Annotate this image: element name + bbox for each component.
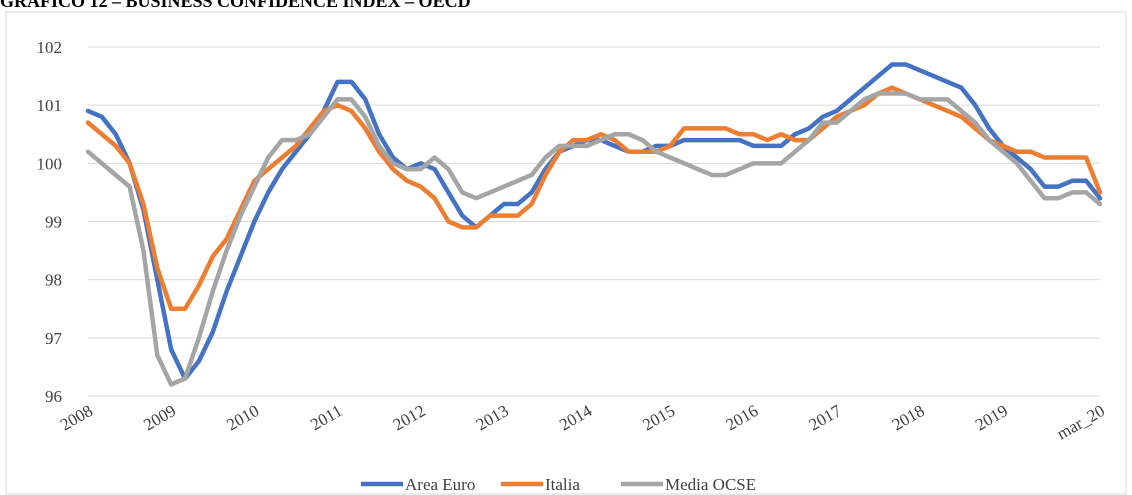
legend-label: Italia	[545, 475, 580, 494]
y-tick-label: 98	[45, 271, 62, 290]
y-tick-label: 96	[45, 387, 62, 406]
legend-label: Media OCSE	[665, 475, 756, 494]
legend-label: Area Euro	[405, 475, 475, 494]
y-tick-label: 100	[37, 154, 63, 173]
y-tick-label: 97	[45, 329, 63, 348]
y-tick-label: 102	[37, 38, 63, 57]
data-line	[85, 91, 1103, 387]
chart-frame	[5, 11, 1127, 495]
chart-title: GRAFICO 12 – BUSINESS CONFIDENCE INDEX –…	[0, 0, 471, 11]
y-tick-label: 101	[37, 96, 63, 115]
data-line	[85, 62, 1103, 381]
y-tick-label: 99	[45, 213, 62, 232]
